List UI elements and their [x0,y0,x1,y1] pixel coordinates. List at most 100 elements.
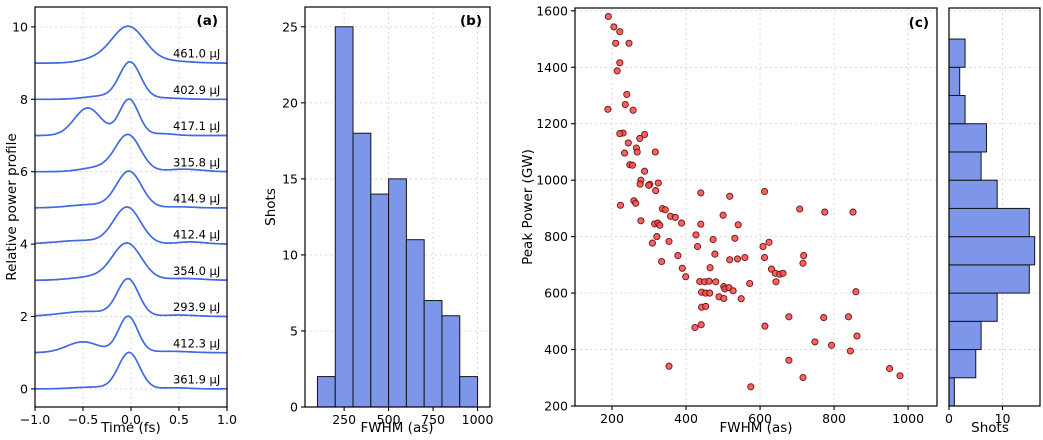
scatter-point [633,148,641,156]
scatter-point [760,253,769,262]
scatter-point [706,264,714,272]
power-trace [35,25,227,64]
power-trace [35,98,227,137]
x-tick-label: −0.5 [68,412,98,427]
hist-bar [388,178,407,408]
scatter-point [665,237,673,245]
panel-a-yaxis-title: Relative power profile [4,133,20,281]
hist-bar [948,179,998,209]
scatter-point [821,208,829,216]
panel-c-letter: (c) [908,15,929,31]
scatter-point [616,59,624,67]
y-tick-label: 600 [544,286,568,301]
scatter-point [624,139,632,147]
scatter-point [632,199,640,207]
y-tick-label: 4 [20,237,28,252]
scatter-point [711,250,719,258]
scatter-points [604,12,904,391]
histogram-bars-b [316,26,479,408]
trace-energy-label: 315.8 µJ [173,155,220,169]
scatter-point [656,221,664,229]
trace-energy-label: 293.9 µJ [173,300,220,314]
power-trace [35,133,227,173]
hist-bar [948,377,955,407]
scatter-point [746,279,754,288]
scatter-point [712,278,720,286]
trace-energy-label: 414.9 µJ [173,191,220,205]
y-tick-label: 200 [544,399,568,414]
side-hist-xaxis-title: Shots [971,420,1009,436]
x-tick-label: 1000 [462,412,494,427]
scatter-point [799,259,807,267]
scatter-point [719,211,727,219]
panel-b-letter: (b) [459,13,482,29]
panel-b-yaxis-title: Shots [263,188,279,226]
panel-c-yaxis-title: Peak Power (GW) [520,149,536,265]
x-tick-label: 500 [377,412,401,427]
scatter-point [800,252,808,260]
power-trace [34,277,227,318]
hist-bar [948,123,987,153]
scatter-point [734,221,742,229]
hist-bar [948,236,1036,266]
power-trace [34,206,227,245]
scatter-point [697,321,705,329]
scatter-point [621,100,629,109]
hist-bar [334,26,354,408]
hist-bar [948,66,961,97]
hist-bar [316,376,336,408]
trace-energy-label: 417.1 µJ [173,119,220,133]
scatter-point [652,187,660,195]
x-tick-label: 400 [674,411,698,426]
trace-energy-label: 402.9 µJ [173,83,220,97]
x-tick-label: 0.5 [169,412,189,427]
y-tick-label: 1000 [536,173,568,188]
scatter-point [651,148,659,156]
y-tick-label: 8 [20,92,28,107]
scatter-point [785,356,793,364]
hist-bar [948,264,1030,294]
x-tick-label: 0.0 [121,412,141,427]
scatter-point [852,288,860,296]
scatter-point [853,332,861,340]
histogram-bars-c_side [948,38,1036,407]
scatter-point [616,201,625,209]
scatter-point [896,372,904,380]
scatter-point [629,106,637,114]
x-tick-label: 0 [945,411,953,426]
scatter-point [653,233,661,241]
panel-b: 250 500 750 1000 0 5 10 15 20 25 [282,6,494,427]
scatter-point [886,364,894,373]
axes-frame [948,7,1041,407]
scatter-point [697,220,705,228]
x-tick-label: 200 [600,411,624,426]
y-tick-label: 1200 [536,116,568,131]
hist-bar [948,95,966,125]
y-tick-label: 20 [282,95,298,110]
x-tick-label: 600 [748,411,772,426]
hist-bar [370,193,390,408]
scatter-point [693,242,702,251]
hist-bar [948,349,977,379]
x-tick-label: 750 [421,412,445,427]
scatter-point [731,234,739,242]
scatter-point [654,179,662,187]
y-tick-label: 6 [20,164,28,179]
scatter-point [678,264,686,272]
x-tick-label: 1000 [892,411,924,426]
scatter-point [747,383,755,391]
panel-a: 461.0 µJ 402.9 µJ 417.1 µJ 315.8 µJ 414.9 µJ… [12,6,237,427]
trace-energy-label: 412.4 µJ [173,228,220,242]
scatter-point [796,205,804,213]
scatter-point [720,294,728,303]
scatter-point [613,67,621,75]
scatter-point [785,313,793,321]
hist-bar [459,376,479,408]
x-tick-label: 1.0 [217,412,237,427]
scatter-point [636,134,644,142]
scatter-point [799,373,807,382]
power-trace [35,242,228,282]
hist-bar [405,239,425,408]
